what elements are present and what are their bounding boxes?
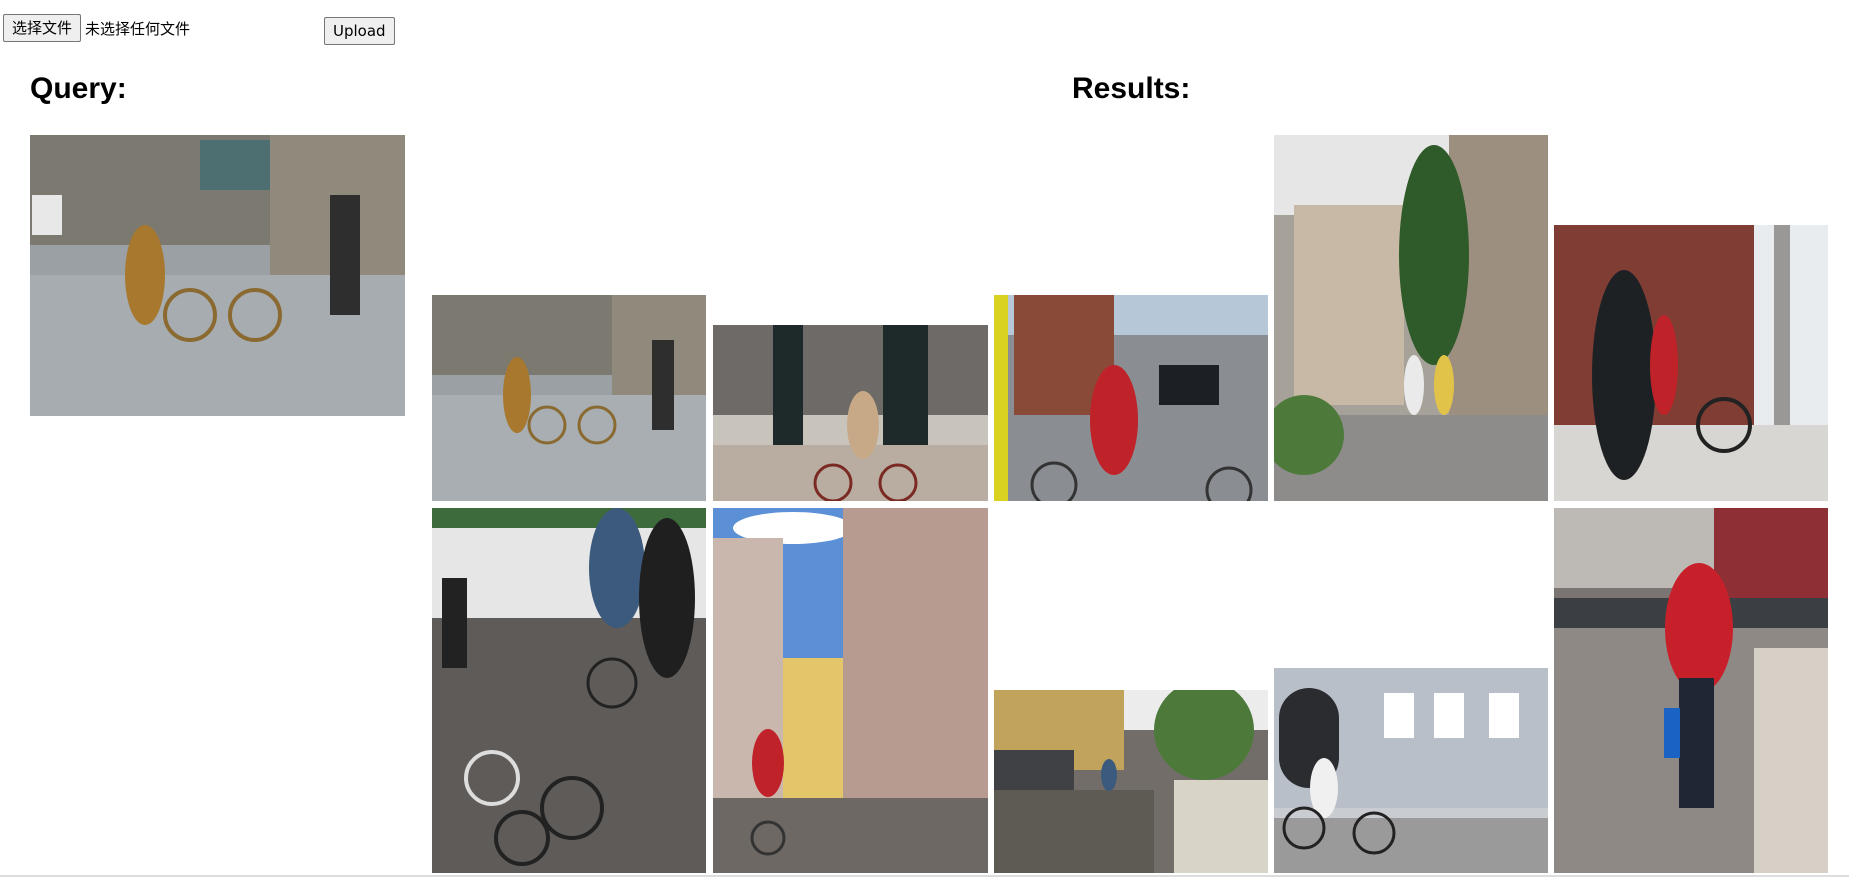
result-image[interactable]	[994, 690, 1268, 873]
result-image[interactable]	[1554, 508, 1828, 873]
result-image[interactable]	[994, 295, 1268, 501]
result-image[interactable]	[1274, 135, 1548, 501]
result-image[interactable]	[1554, 225, 1828, 501]
result-image[interactable]	[432, 508, 706, 873]
bottom-divider	[0, 875, 1849, 877]
result-image[interactable]	[713, 508, 988, 873]
choose-file-button[interactable]: 选择文件	[3, 14, 82, 42]
query-image	[30, 135, 405, 416]
results-heading: Results:	[1072, 72, 1191, 105]
result-image[interactable]	[1274, 668, 1548, 873]
result-image[interactable]	[432, 295, 706, 501]
result-image[interactable]	[713, 325, 988, 501]
file-upload-bar: 选择文件 未选择任何文件	[3, 14, 191, 42]
query-heading: Query:	[30, 72, 127, 105]
file-status-text: 未选择任何文件	[85, 19, 191, 38]
upload-button[interactable]: Upload	[324, 17, 395, 45]
